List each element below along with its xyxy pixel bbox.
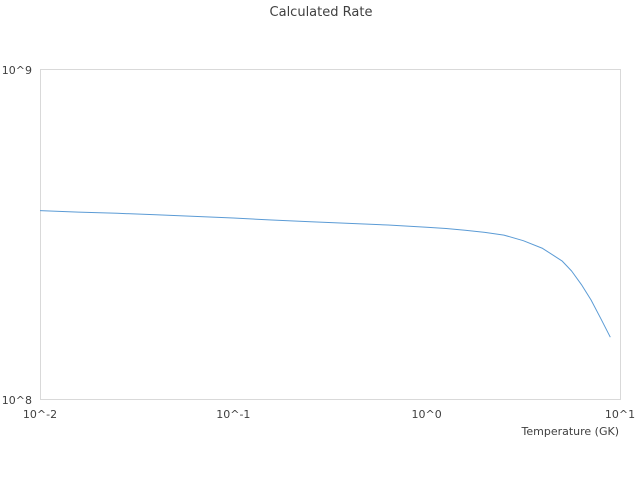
series-layer xyxy=(39,210,611,338)
y-axis-ticks: 10^8 10^9 xyxy=(2,64,32,407)
plot-frame xyxy=(40,69,621,400)
x-tick-label: 10^-2 xyxy=(23,408,57,421)
chart-title: Calculated Rate xyxy=(270,5,373,20)
x-tick-label: 10^0 xyxy=(412,408,442,421)
x-axis-label: Temperature (GK) xyxy=(521,425,620,438)
x-tick-label: 10^-1 xyxy=(216,408,250,421)
y-tick-label: 10^9 xyxy=(2,64,32,77)
x-axis-ticks: 10^-2 10^-1 10^0 10^1 xyxy=(23,408,635,421)
series-line xyxy=(39,210,611,338)
y-tick-label: 10^8 xyxy=(2,394,32,407)
x-tick-label: 10^1 xyxy=(605,408,635,421)
